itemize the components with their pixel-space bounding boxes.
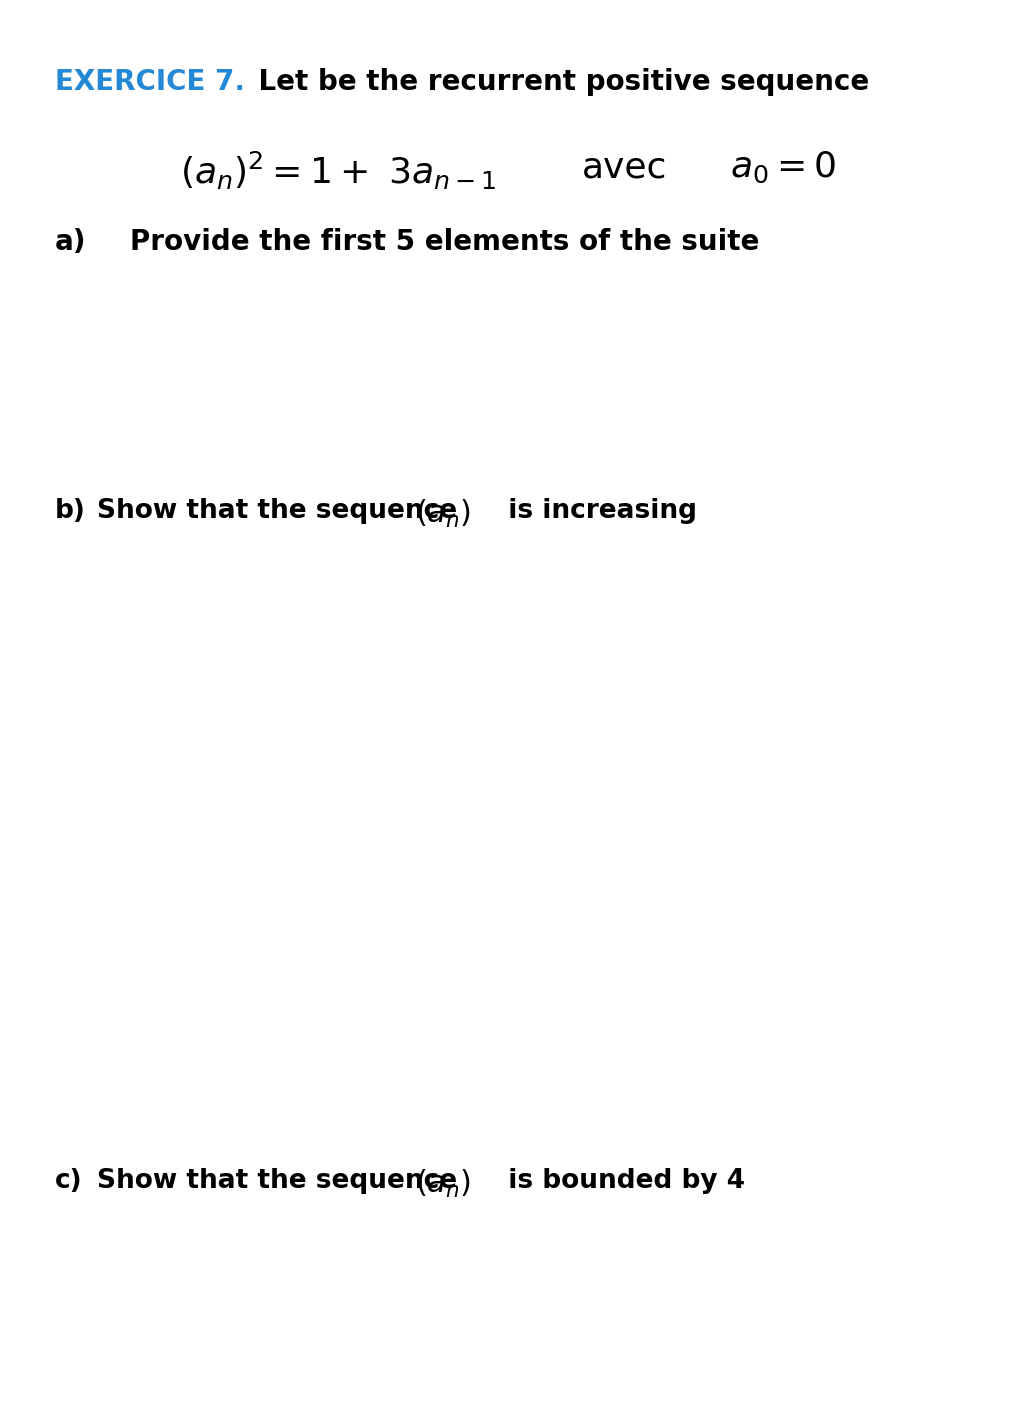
Text: avec: avec xyxy=(582,149,667,183)
Text: is increasing: is increasing xyxy=(490,498,697,523)
Text: $a_0 = 0$: $a_0 = 0$ xyxy=(730,149,836,185)
Text: b): b) xyxy=(55,498,86,523)
Text: EXERCICE 7.: EXERCICE 7. xyxy=(55,68,244,97)
Text: $(a_n)^2 = 1 +\ 3a_{n-1}$: $(a_n)^2 = 1 +\ 3a_{n-1}$ xyxy=(180,149,496,192)
Text: $(a_n)$: $(a_n)$ xyxy=(415,498,471,530)
Text: Provide the first 5 elements of the suite: Provide the first 5 elements of the suit… xyxy=(130,228,759,256)
Text: c): c) xyxy=(55,1167,83,1194)
Text: Show that the sequence: Show that the sequence xyxy=(97,498,466,523)
Text: Let be the recurrent positive sequence: Let be the recurrent positive sequence xyxy=(220,68,869,97)
Text: is bounded by 4: is bounded by 4 xyxy=(490,1167,745,1194)
Text: a): a) xyxy=(55,228,86,256)
Text: $(a_n)$: $(a_n)$ xyxy=(415,1167,471,1200)
Text: Show that the sequence: Show that the sequence xyxy=(97,1167,466,1194)
